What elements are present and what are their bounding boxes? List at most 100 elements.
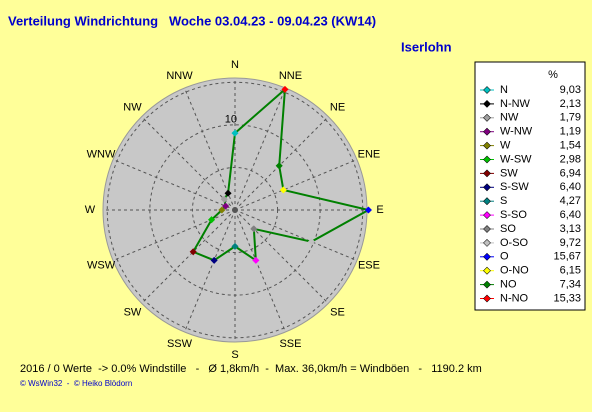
legend-label: O-SO — [500, 237, 529, 249]
legend-value: 2,13 — [560, 98, 581, 110]
direction-label: NE — [330, 101, 345, 113]
marker — [210, 256, 218, 264]
legend-value: 15,33 — [553, 292, 581, 304]
legend-value: 15,67 — [553, 251, 581, 263]
marker — [224, 189, 232, 197]
spoke — [184, 209, 236, 333]
spoke — [112, 209, 236, 261]
chart-title: Verteilung Windrichtung Woche 03.04.23 -… — [8, 13, 376, 28]
legend-label: S-SW — [500, 181, 529, 193]
location: Iserlohn — [401, 39, 452, 54]
legend-marker — [483, 239, 491, 247]
direction-label: W — [85, 204, 96, 216]
legend-marker — [483, 225, 491, 233]
legend-label: O — [500, 251, 509, 263]
legend-marker — [483, 141, 491, 150]
legend-marker — [483, 100, 491, 108]
legend-label: W-SW — [500, 153, 532, 165]
marker — [208, 216, 216, 224]
spoke — [234, 116, 329, 211]
spoke — [234, 209, 358, 261]
marker — [220, 195, 228, 203]
direction-label: NNE — [279, 70, 302, 82]
legend-marker — [483, 113, 491, 122]
spoke — [234, 159, 358, 211]
legend-label: SW — [500, 167, 518, 179]
marker — [364, 206, 372, 214]
legend-value: 9,03 — [560, 84, 581, 96]
direction-label: ENE — [358, 148, 381, 160]
credits: © WsWin32 - © Heiko Blödorn — [20, 379, 132, 388]
marker — [218, 206, 226, 214]
legend-marker — [483, 183, 491, 192]
direction-label: E — [376, 204, 383, 216]
legend-label: NW — [500, 112, 519, 124]
spoke — [141, 209, 236, 304]
legend-value: 6,40 — [560, 209, 581, 221]
marker — [275, 162, 283, 170]
legend-marker — [483, 169, 491, 178]
spoke — [112, 159, 236, 211]
direction-label: SSE — [279, 338, 301, 350]
legend-marker — [483, 252, 491, 261]
legend-value: 9,72 — [560, 237, 581, 249]
spoke — [184, 87, 236, 211]
marker — [252, 256, 260, 264]
legend-value: 7,34 — [560, 279, 581, 291]
legend-value: 6,15 — [560, 265, 581, 277]
legend-value: 3,13 — [560, 223, 581, 235]
legend-label: N-NO — [500, 292, 529, 304]
legend-marker — [483, 266, 491, 275]
marker — [281, 85, 289, 93]
marker — [279, 186, 287, 194]
direction-label: N — [231, 59, 239, 71]
legend-value: 1,54 — [560, 140, 581, 152]
legend-marker — [483, 197, 491, 206]
legend-label: N — [500, 84, 508, 96]
legend-label: W-NW — [500, 126, 533, 138]
legend-marker — [483, 294, 491, 303]
direction-label: SSW — [167, 338, 193, 350]
legend-marker — [483, 86, 491, 94]
footer: 2016 / 0 Werte -> 0.0% Windstille - Ø 1,… — [20, 363, 482, 375]
marker — [189, 248, 197, 256]
r-tick-label: 10 — [225, 114, 237, 126]
spoke — [234, 209, 286, 333]
direction-label: NW — [123, 101, 142, 113]
legend-value: 4,27 — [560, 195, 581, 207]
direction-label: NNW — [166, 70, 193, 82]
legend-marker — [483, 280, 491, 289]
legend-value: 2,98 — [560, 153, 581, 165]
marker — [231, 242, 239, 250]
legend-label: O-NO — [500, 265, 529, 277]
legend-marker — [483, 155, 491, 164]
spoke — [234, 87, 286, 211]
legend-marker — [483, 127, 491, 136]
legend-label: N-NW — [500, 98, 531, 110]
marker — [307, 238, 316, 246]
spoke — [234, 209, 329, 304]
legend-label: S — [500, 195, 507, 207]
direction-label: S — [231, 349, 238, 361]
legend-value: 1,79 — [560, 112, 581, 124]
marker — [231, 129, 239, 137]
legend-header: % — [548, 69, 558, 81]
marker — [250, 225, 258, 233]
spoke — [141, 116, 236, 211]
direction-label: SW — [124, 306, 142, 318]
direction-label: WSW — [87, 259, 116, 271]
legend-value: 6,40 — [560, 181, 581, 193]
direction-label: SE — [330, 306, 345, 318]
marker — [222, 202, 230, 210]
legend-label: SO — [500, 223, 516, 235]
legend-marker — [483, 211, 491, 219]
legend-label: S-SO — [500, 209, 527, 221]
legend-box — [474, 61, 586, 311]
direction-label: ESE — [358, 259, 380, 271]
direction-label: WNW — [87, 148, 116, 160]
legend-value: 1,19 — [560, 126, 581, 138]
legend-label: NO — [500, 279, 517, 291]
legend-label: W — [500, 140, 511, 152]
legend-value: 6,94 — [560, 167, 581, 179]
